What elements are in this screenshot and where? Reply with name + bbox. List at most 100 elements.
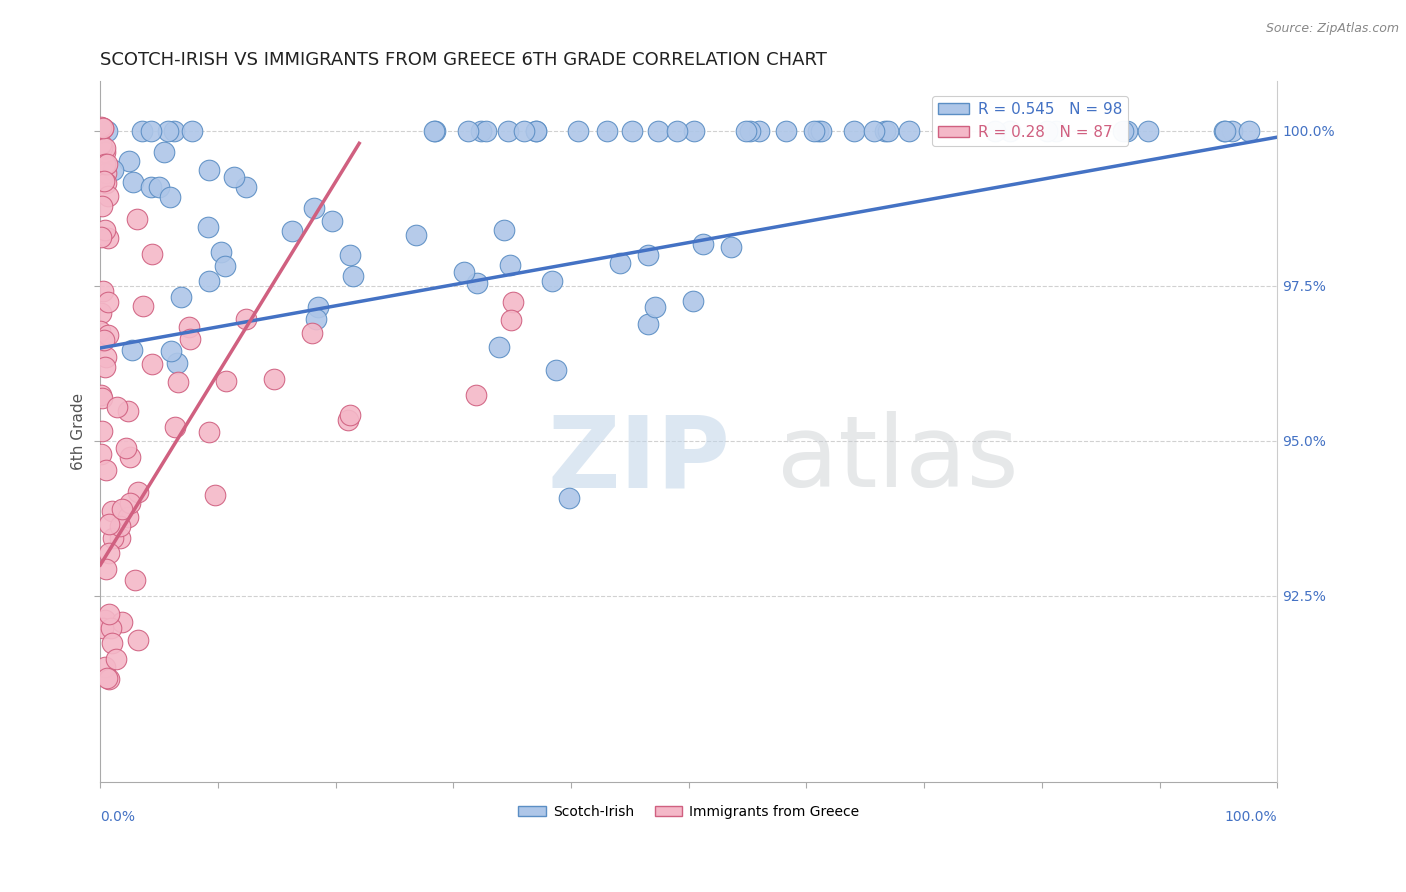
Point — [453, 265, 475, 279]
Point — [209, 244, 232, 259]
Point — [281, 224, 304, 238]
Point — [90, 387, 112, 401]
Point — [342, 269, 364, 284]
Point — [94, 562, 117, 576]
Point — [647, 124, 669, 138]
Point — [96, 157, 118, 171]
Point — [96, 351, 118, 365]
Point — [93, 334, 115, 348]
Point — [499, 258, 522, 272]
Point — [153, 145, 176, 160]
Point — [567, 124, 589, 138]
Point — [465, 276, 488, 290]
Point — [470, 124, 492, 138]
Point — [90, 447, 112, 461]
Point — [94, 660, 117, 674]
Point — [90, 120, 112, 134]
Point — [100, 621, 122, 635]
Point — [97, 230, 120, 244]
Point — [91, 391, 114, 405]
Point — [108, 519, 131, 533]
Point — [683, 124, 706, 138]
Point — [97, 328, 120, 343]
Point — [114, 441, 136, 455]
Point — [502, 294, 524, 309]
Point — [98, 546, 121, 560]
Point — [304, 202, 326, 216]
Point — [97, 188, 120, 202]
Point — [740, 124, 762, 138]
Point — [422, 124, 444, 138]
Point — [863, 124, 886, 138]
Point — [524, 124, 547, 138]
Point — [121, 343, 143, 358]
Point — [558, 491, 581, 505]
Point — [139, 179, 162, 194]
Text: Source: ZipAtlas.com: Source: ZipAtlas.com — [1265, 22, 1399, 36]
Point — [546, 363, 568, 377]
Point — [235, 312, 257, 326]
Point — [1213, 124, 1236, 138]
Point — [170, 290, 193, 304]
Point — [339, 409, 361, 423]
Point — [998, 124, 1021, 138]
Point — [96, 124, 118, 138]
Point — [198, 425, 221, 439]
Point — [214, 259, 236, 273]
Point — [609, 256, 631, 270]
Point — [93, 157, 115, 171]
Point — [204, 488, 226, 502]
Point — [159, 190, 181, 204]
Point — [90, 425, 112, 439]
Point — [337, 413, 360, 427]
Point — [148, 180, 170, 194]
Point — [876, 124, 898, 138]
Text: ZIP: ZIP — [547, 411, 730, 508]
Point — [94, 222, 117, 236]
Point — [157, 124, 180, 138]
Point — [488, 340, 510, 354]
Point — [305, 312, 328, 326]
Point — [101, 504, 124, 518]
Point — [541, 274, 564, 288]
Point — [91, 621, 114, 635]
Point — [167, 375, 190, 389]
Point — [101, 162, 124, 177]
Point — [118, 495, 141, 509]
Point — [775, 124, 797, 138]
Point — [98, 516, 121, 531]
Point — [101, 636, 124, 650]
Point — [405, 228, 427, 243]
Point — [665, 124, 688, 138]
Point — [127, 211, 149, 226]
Point — [101, 531, 124, 545]
Point — [118, 450, 141, 464]
Point — [179, 333, 201, 347]
Point — [90, 199, 112, 213]
Point — [97, 672, 120, 686]
Point — [98, 607, 121, 621]
Point — [94, 145, 117, 159]
Point — [215, 374, 238, 388]
Point — [94, 613, 117, 627]
Point — [496, 124, 519, 138]
Point — [104, 652, 127, 666]
Point — [423, 124, 446, 138]
Point — [807, 124, 830, 138]
Point — [118, 154, 141, 169]
Point — [734, 124, 756, 138]
Point — [301, 326, 323, 341]
Point — [1115, 124, 1137, 138]
Point — [720, 240, 742, 254]
Point — [596, 124, 619, 138]
Point — [91, 284, 114, 298]
Point — [621, 124, 644, 138]
Point — [165, 419, 187, 434]
Point — [90, 140, 112, 154]
Point — [263, 372, 285, 386]
Point — [842, 124, 865, 138]
Point — [1215, 124, 1237, 138]
Text: 0.0%: 0.0% — [100, 810, 135, 824]
Point — [91, 120, 114, 135]
Point — [307, 301, 329, 315]
